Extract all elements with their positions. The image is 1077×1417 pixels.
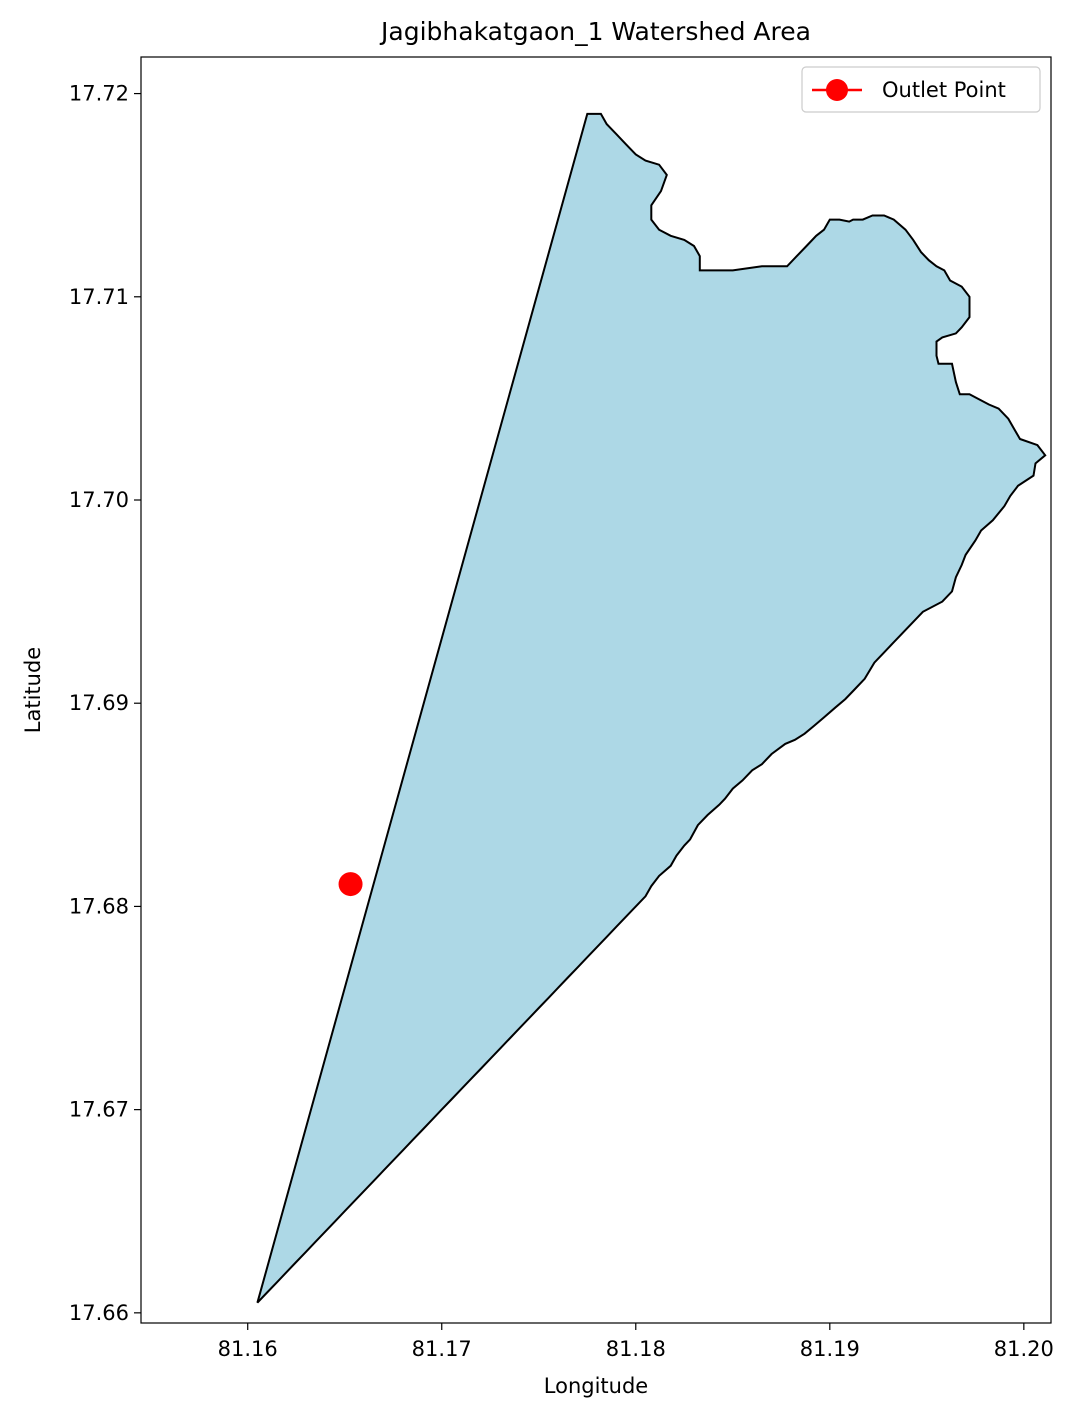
outlet-point: [338, 872, 363, 897]
legend: Outlet Point: [801, 66, 1041, 113]
x-tick-label: 81.18: [606, 1337, 666, 1361]
y-tick-label: 17.69: [69, 691, 129, 715]
x-tick-label: 81.17: [412, 1337, 472, 1361]
y-axis-title: Latitude: [21, 647, 45, 733]
plot-area: [140, 56, 1052, 1324]
x-tick-label: 81.20: [994, 1337, 1054, 1361]
watershed-polygon: [256, 112, 1047, 1304]
legend-label: Outlet Point: [882, 78, 1006, 102]
y-tick-label: 17.67: [69, 1098, 129, 1122]
y-tick-label: 17.66: [69, 1301, 129, 1325]
outlet-point-marker: [338, 872, 363, 897]
x-axis-title: Longitude: [544, 1374, 648, 1398]
y-tick-label: 17.71: [69, 285, 129, 309]
y-tick-label: 17.70: [69, 488, 129, 512]
y-tick-label: 17.72: [69, 82, 129, 106]
legend-box: [801, 66, 1041, 113]
x-tick-label: 81.19: [800, 1337, 860, 1361]
y-axis-ticks: 17.72 17.71 17.70 17.69 17.68 17.67 17.66: [69, 82, 141, 1325]
plot-frame: [140, 56, 1052, 1324]
x-tick-label: 81.16: [218, 1337, 278, 1361]
x-axis-ticks: 81.16 81.17 81.18 81.19 81.20: [218, 1323, 1054, 1361]
y-tick-label: 17.68: [69, 894, 129, 918]
legend-marker-icon: [826, 79, 848, 101]
map-title: Jagibhakatgaon_1 Watershed Area: [379, 17, 811, 46]
